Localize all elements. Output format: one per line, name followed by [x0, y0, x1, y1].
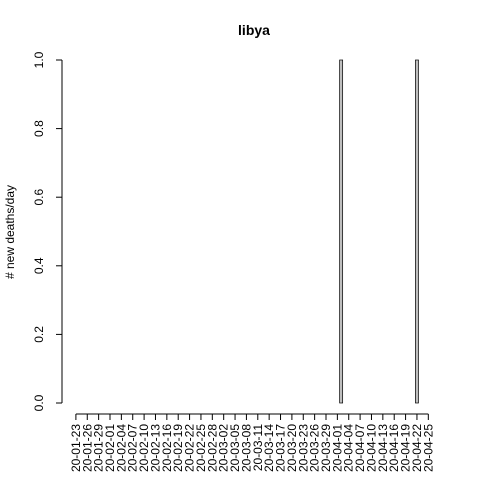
bar: [339, 59, 344, 404]
x-tick-label: 20-02-28: [205, 424, 219, 472]
y-tick-label: 0.8: [32, 120, 46, 137]
y-tick-label: 0.0: [32, 394, 46, 411]
bar: [415, 59, 419, 404]
x-tick-label: 20-04-01: [330, 424, 344, 472]
chart-title: libya: [238, 22, 270, 38]
y-axis-label: # new deaths/day: [3, 185, 17, 279]
x-tick-label: 20-03-29: [319, 424, 333, 472]
x-tick-label: 20-04-07: [353, 424, 367, 472]
x-tick-label: 20-03-08: [239, 424, 253, 472]
x-tick-label: 20-04-13: [376, 424, 390, 472]
x-tick-label: 20-03-05: [228, 424, 242, 472]
x-tick-label: 20-03-20: [285, 424, 299, 472]
x-tick-label: 20-02-25: [194, 424, 208, 472]
x-tick-label: 20-03-11: [251, 424, 265, 471]
x-tick-label: 20-03-26: [308, 424, 322, 472]
x-tick-label: 20-04-19: [399, 424, 413, 472]
x-tick-label: 20-02-04: [114, 424, 128, 472]
x-tick-label: 20-01-29: [92, 424, 106, 472]
x-tick-label: 20-04-10: [364, 424, 378, 472]
x-tick-label: 20-02-10: [137, 424, 151, 472]
x-tick-label: 20-04-25: [421, 424, 435, 472]
y-tick-label: 0.6: [32, 189, 46, 206]
x-tick-label: 20-03-02: [217, 424, 231, 472]
y-tick-label: 0.4: [32, 257, 46, 274]
bars: [339, 59, 419, 404]
x-tick-label: 20-02-16: [160, 424, 174, 472]
x-tick-label: 20-03-17: [274, 424, 288, 472]
x-tick-label: 20-02-01: [103, 424, 117, 472]
x-tick-label: 20-03-23: [296, 424, 310, 472]
y-axis: 0.0 0.2 0.4 0.6 0.8 1.0: [32, 51, 63, 411]
y-tick-label: 0.2: [32, 326, 46, 343]
x-tick-label: 20-02-07: [126, 424, 140, 472]
y-tick-label: 1.0: [32, 51, 46, 68]
x-tick-label: 20-02-19: [171, 424, 185, 472]
x-tick-label: 20-03-14: [262, 424, 276, 472]
x-tick-label: 20-01-26: [80, 424, 94, 472]
x-tick-label: 20-04-22: [410, 424, 424, 472]
x-tick-label: 20-01-23: [69, 424, 83, 472]
x-tick-label: 20-02-13: [148, 424, 162, 472]
x-tick-label: 20-04-16: [387, 424, 401, 472]
x-tick-label: 20-04-04: [342, 424, 356, 472]
x-tick-label: 20-02-22: [183, 424, 197, 472]
x-axis: 20-01-2320-01-2620-01-2920-02-0120-02-04…: [69, 413, 435, 472]
